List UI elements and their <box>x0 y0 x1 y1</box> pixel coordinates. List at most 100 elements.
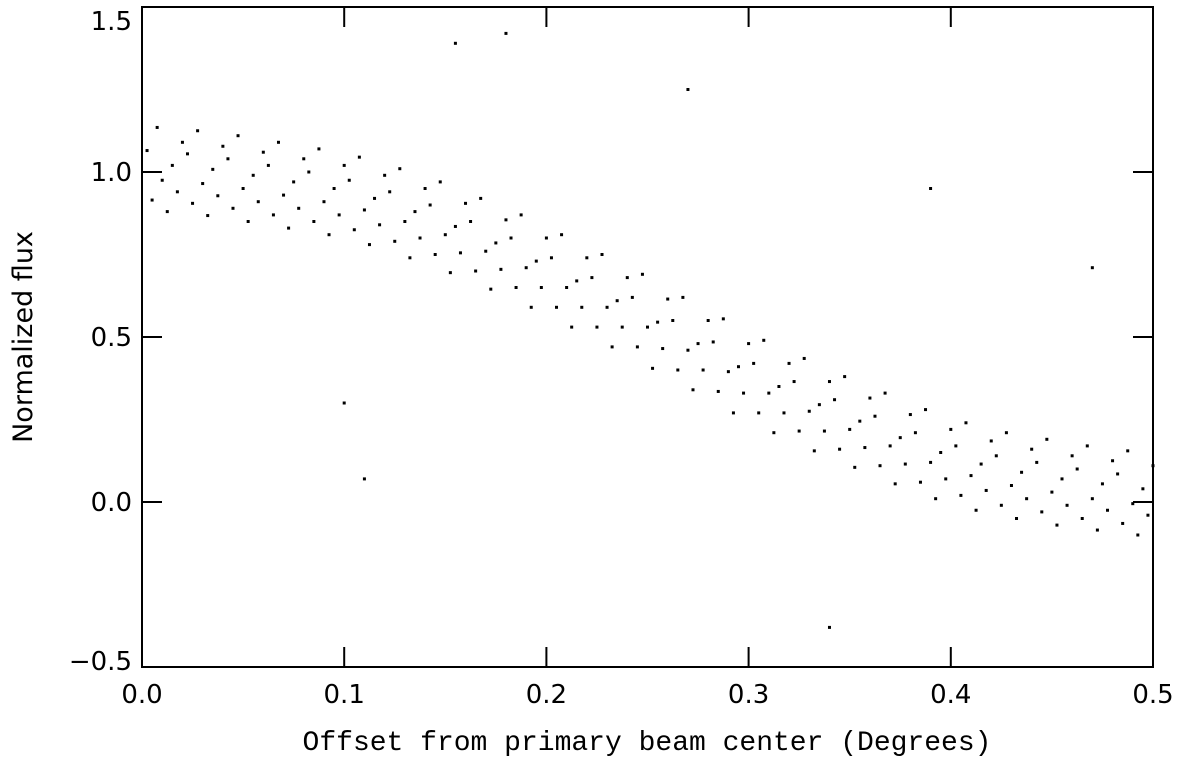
scatter-point <box>499 267 503 271</box>
scatter-point <box>555 305 559 309</box>
scatter-point <box>797 429 801 433</box>
scatter-point <box>352 228 356 232</box>
y-tick-label: 1.0 <box>91 158 132 188</box>
scatter-point <box>413 210 417 214</box>
scatter-point <box>838 447 842 451</box>
scatter-point <box>620 325 624 329</box>
scatter-point <box>297 206 301 210</box>
scatter-point <box>216 194 220 198</box>
scatter-point <box>742 391 746 395</box>
scatter-point <box>822 429 826 433</box>
scatter-point <box>251 173 255 177</box>
scatter-point <box>615 299 619 303</box>
scatter-point <box>388 190 392 194</box>
x-tick-label: 0.1 <box>324 680 365 710</box>
scatter-point <box>560 233 564 237</box>
scatter-point <box>509 236 513 240</box>
scatter-point <box>160 178 164 182</box>
scatter-point <box>201 182 205 186</box>
scatter-point <box>1015 517 1019 520</box>
scatter-point <box>438 180 442 184</box>
scatter-point <box>787 361 791 365</box>
scatter-point <box>903 462 907 466</box>
scatter-point <box>1030 447 1034 451</box>
scatter-point <box>383 173 387 177</box>
scatter-point <box>1141 487 1145 491</box>
x-tick-label: 0.0 <box>121 680 162 710</box>
scatter-point <box>342 163 346 167</box>
scatter-point <box>959 493 963 497</box>
scatter-point <box>180 140 184 144</box>
scatter-point <box>590 276 594 280</box>
scatter-point <box>1065 503 1069 507</box>
scatter-point <box>827 380 831 384</box>
scatter-point <box>489 287 493 291</box>
scatter-point <box>1050 490 1054 494</box>
scatter-point <box>575 279 579 283</box>
scatter-point <box>221 144 225 148</box>
scatter-point <box>706 319 710 322</box>
scatter-point <box>357 155 361 159</box>
scatter-point <box>646 325 649 329</box>
scatter-point <box>681 295 685 299</box>
scatter-point <box>833 398 837 402</box>
scatter-point <box>337 213 341 217</box>
scatter-point <box>544 236 548 240</box>
scatter-point <box>1095 528 1099 532</box>
scatter-point <box>448 271 452 275</box>
scatter-point <box>625 276 629 280</box>
scatter-point <box>929 187 933 190</box>
scatter-point <box>600 253 604 256</box>
scatter-point <box>469 220 473 223</box>
scatter-point <box>726 370 730 374</box>
scatter-point <box>302 157 306 161</box>
scatter-point <box>736 365 740 369</box>
scatter-point <box>918 480 922 484</box>
scatter-point <box>1080 517 1084 520</box>
scatter-point <box>241 187 245 190</box>
scatter-point <box>762 338 766 342</box>
scatter-point <box>1025 497 1029 501</box>
scatter-point <box>1100 482 1104 486</box>
scatter-point <box>211 167 215 171</box>
scatter-point <box>929 460 933 464</box>
scatter-point <box>549 256 553 260</box>
scatter-point <box>1070 454 1074 458</box>
scatter-point <box>196 129 200 133</box>
y-tick-label: 0.5 <box>91 323 132 353</box>
scatter-point <box>226 157 230 161</box>
scatter-point <box>185 152 189 156</box>
scatter-point <box>464 201 468 205</box>
scatter-point <box>539 286 543 289</box>
scatter-point <box>534 259 538 263</box>
scatter-point <box>1116 472 1120 476</box>
scatter-point <box>565 286 569 289</box>
scatter-point <box>266 163 270 167</box>
scatter-point <box>656 320 660 324</box>
scatter-point <box>747 342 751 346</box>
scatter-point <box>287 226 291 230</box>
scatter-point <box>378 223 382 227</box>
scatter-point <box>504 218 508 222</box>
scatter-point <box>585 256 589 260</box>
scatter-point <box>191 201 195 205</box>
scatter-point <box>332 187 336 190</box>
scatter-point <box>1111 459 1115 463</box>
scatter-point <box>398 167 402 171</box>
scatter-point <box>888 444 892 448</box>
scatter-point <box>994 454 998 458</box>
x-tick-label: 0.4 <box>930 680 971 710</box>
scatter-point <box>898 436 902 440</box>
scatter-point <box>610 345 614 349</box>
scatter-point <box>1045 437 1049 441</box>
scatter-point <box>524 266 528 270</box>
scatter-point <box>777 385 781 388</box>
scatter-point <box>1035 460 1039 464</box>
scatter-point <box>408 256 412 260</box>
scatter-point <box>474 269 478 273</box>
scatter-point <box>519 213 523 217</box>
scatter-point <box>282 193 286 197</box>
scatter-point <box>231 206 235 210</box>
scatter-point <box>605 305 609 309</box>
